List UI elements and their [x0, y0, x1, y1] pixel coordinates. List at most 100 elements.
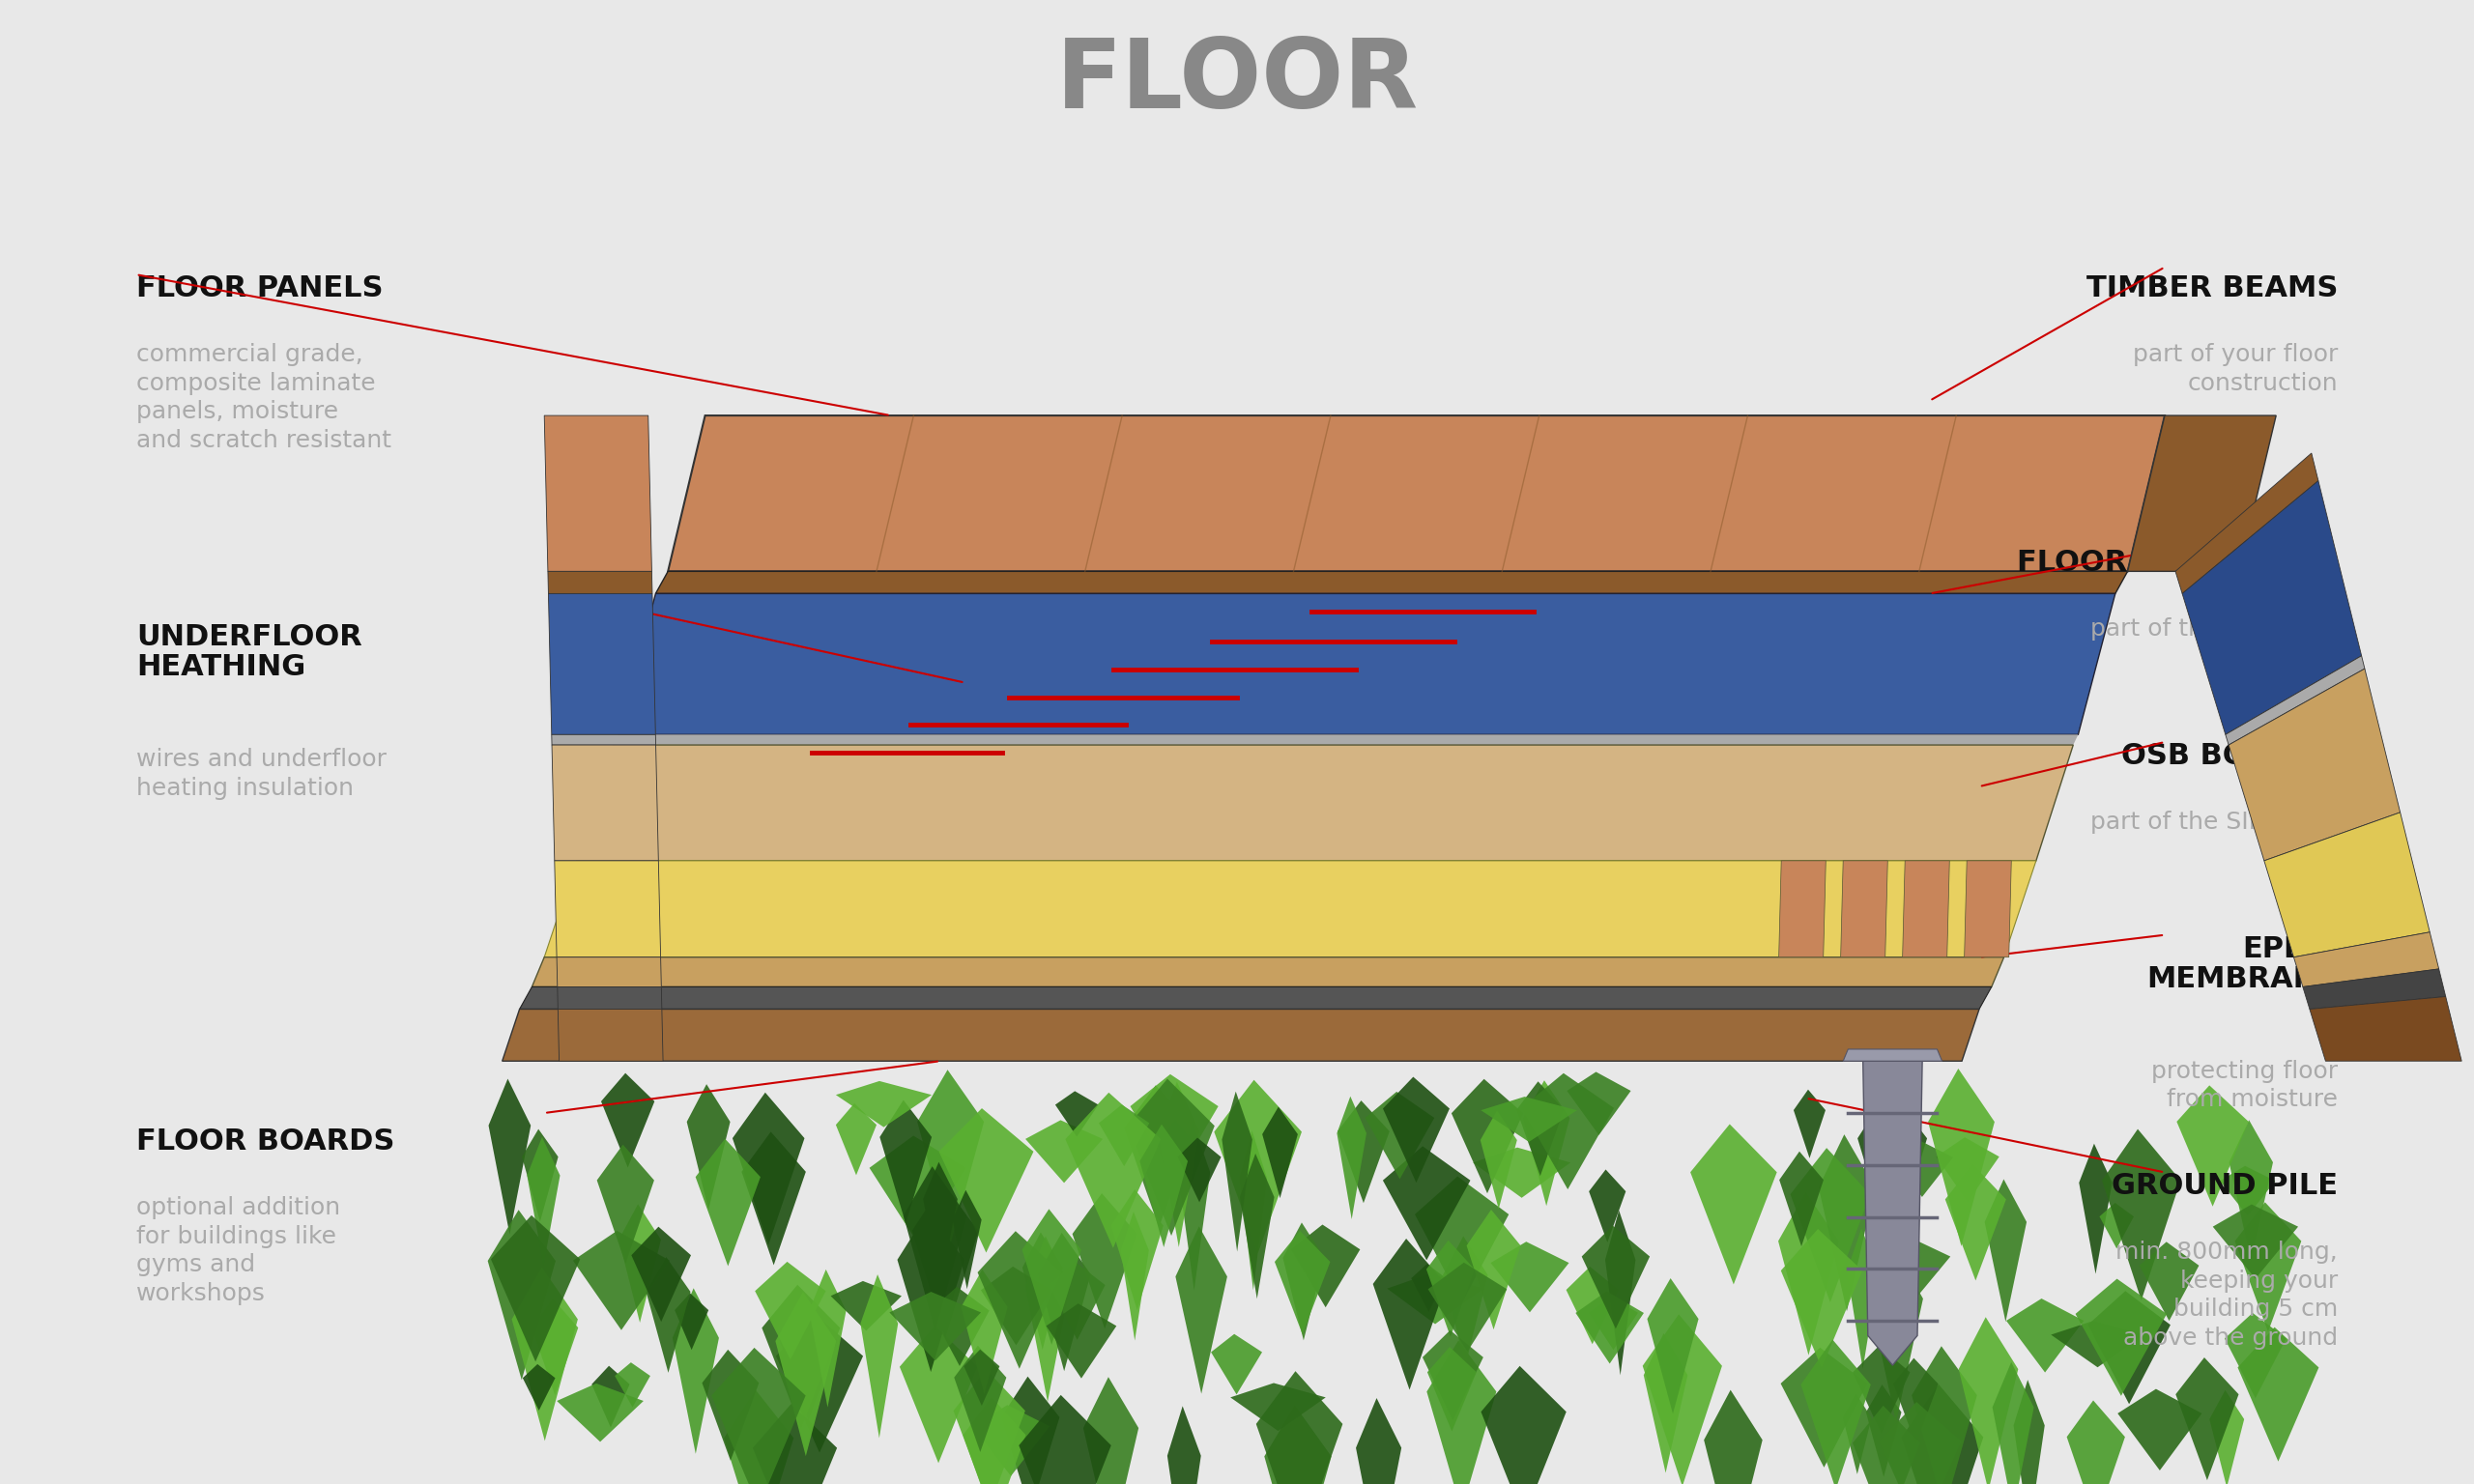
Text: EPDM
MEMBRANE: EPDM MEMBRANE — [2147, 935, 2338, 993]
Text: OSB BOARDS: OSB BOARDS — [2120, 742, 2338, 770]
Polygon shape — [1210, 1334, 1262, 1395]
Polygon shape — [1366, 1092, 1435, 1178]
Text: min. 800mm long,
keeping your
building 5 cm
above the ground: min. 800mm long, keeping your building 5… — [2115, 1241, 2338, 1350]
Polygon shape — [1257, 1371, 1343, 1484]
Polygon shape — [2229, 1120, 2274, 1261]
Polygon shape — [2234, 1202, 2301, 1331]
Polygon shape — [2209, 1391, 2244, 1484]
Polygon shape — [901, 1325, 977, 1463]
Polygon shape — [512, 1267, 579, 1441]
Polygon shape — [1781, 1347, 1868, 1468]
Polygon shape — [868, 1135, 967, 1244]
Polygon shape — [2175, 1358, 2239, 1480]
Polygon shape — [1517, 1082, 1564, 1175]
Polygon shape — [1863, 1061, 1922, 1365]
Polygon shape — [1705, 1391, 1761, 1484]
Text: FLOOR INSULATION: FLOOR INSULATION — [2016, 549, 2338, 577]
Polygon shape — [1779, 861, 1826, 957]
Polygon shape — [596, 1144, 653, 1264]
Text: protecting floor
from moisture: protecting floor from moisture — [2152, 1060, 2338, 1112]
Polygon shape — [2236, 1327, 2318, 1462]
Text: commercial grade,
composite laminate
panels, moisture
and scratch resistant: commercial grade, composite laminate pan… — [136, 343, 391, 453]
Polygon shape — [1566, 1266, 1618, 1345]
Polygon shape — [1482, 1365, 1566, 1484]
Polygon shape — [831, 1281, 901, 1331]
Polygon shape — [1566, 1071, 1630, 1135]
Polygon shape — [836, 1080, 933, 1128]
Polygon shape — [952, 1370, 1024, 1484]
Text: part of the SIP panel: part of the SIP panel — [2091, 810, 2338, 834]
Polygon shape — [774, 1291, 836, 1456]
Polygon shape — [1175, 1226, 1227, 1393]
Polygon shape — [2303, 969, 2447, 1009]
Polygon shape — [965, 1349, 999, 1405]
Polygon shape — [1467, 1209, 1522, 1330]
Polygon shape — [1648, 1278, 1700, 1414]
Polygon shape — [532, 1298, 579, 1395]
Polygon shape — [1945, 1165, 2006, 1281]
Polygon shape — [1643, 1333, 1687, 1474]
Polygon shape — [574, 1230, 670, 1330]
Polygon shape — [490, 1215, 579, 1362]
Polygon shape — [688, 1085, 730, 1209]
Polygon shape — [2212, 1205, 2298, 1279]
Polygon shape — [2100, 1204, 2135, 1248]
Polygon shape — [1388, 1273, 1484, 1324]
Text: FLOOR PANELS: FLOOR PANELS — [136, 275, 383, 303]
Polygon shape — [673, 1288, 720, 1454]
Polygon shape — [1123, 1085, 1192, 1227]
Polygon shape — [1024, 1120, 1103, 1183]
Polygon shape — [1848, 1229, 1878, 1370]
Polygon shape — [742, 1132, 807, 1266]
Polygon shape — [1131, 1074, 1217, 1181]
Polygon shape — [544, 416, 651, 571]
Polygon shape — [881, 1100, 933, 1224]
Polygon shape — [836, 1103, 876, 1175]
Polygon shape — [557, 1383, 643, 1442]
Polygon shape — [1383, 1146, 1470, 1260]
Polygon shape — [1442, 1236, 1487, 1365]
Polygon shape — [614, 735, 2078, 745]
Polygon shape — [1427, 1340, 1497, 1484]
Polygon shape — [1472, 1147, 1571, 1198]
Polygon shape — [752, 1404, 836, 1484]
Polygon shape — [1427, 1241, 1475, 1337]
Polygon shape — [1992, 1362, 2034, 1484]
Polygon shape — [656, 571, 2128, 594]
Polygon shape — [1588, 1297, 1638, 1350]
Polygon shape — [809, 1269, 846, 1407]
Polygon shape — [2224, 1313, 2286, 1398]
Polygon shape — [903, 1166, 967, 1330]
Polygon shape — [616, 1362, 651, 1407]
Polygon shape — [1168, 1407, 1200, 1484]
Polygon shape — [1588, 1169, 1625, 1242]
Polygon shape — [1912, 1346, 1977, 1484]
Polygon shape — [1964, 861, 2011, 957]
Polygon shape — [1383, 1077, 1450, 1183]
Polygon shape — [1049, 1261, 1106, 1340]
Polygon shape — [2264, 812, 2429, 957]
Polygon shape — [1158, 1082, 1200, 1247]
Polygon shape — [777, 1315, 863, 1453]
Polygon shape — [2103, 1129, 2180, 1300]
Polygon shape — [980, 1266, 1051, 1346]
Polygon shape — [2311, 997, 2462, 1061]
Polygon shape — [1843, 1049, 1942, 1061]
Polygon shape — [2118, 1389, 2202, 1471]
Text: part of your floor
construction: part of your floor construction — [2133, 343, 2338, 395]
Polygon shape — [891, 1291, 982, 1361]
Polygon shape — [1937, 1137, 1999, 1202]
Polygon shape — [1066, 1092, 1160, 1248]
Polygon shape — [591, 1365, 631, 1428]
Polygon shape — [631, 1227, 690, 1322]
Polygon shape — [2227, 656, 2365, 745]
Polygon shape — [601, 1073, 656, 1168]
Polygon shape — [1071, 1193, 1138, 1328]
Polygon shape — [952, 1190, 982, 1290]
Polygon shape — [1098, 1104, 1150, 1166]
Polygon shape — [755, 1261, 826, 1359]
Polygon shape — [1336, 1097, 1366, 1220]
Polygon shape — [487, 1209, 557, 1380]
Polygon shape — [675, 1293, 708, 1350]
Polygon shape — [1853, 1405, 1920, 1484]
